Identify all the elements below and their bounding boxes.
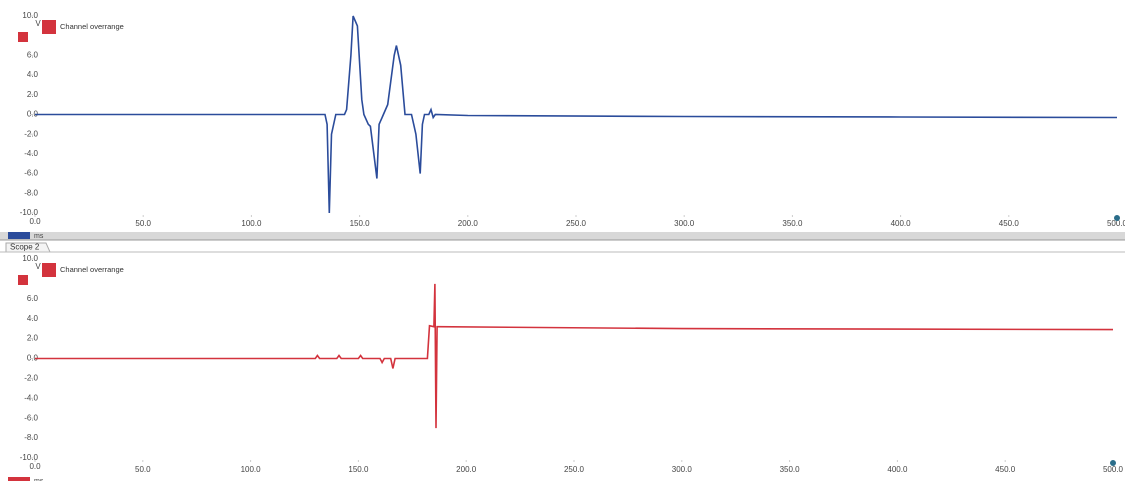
x-tick-label: 450.0: [995, 465, 1016, 474]
y-unit: V: [35, 19, 41, 28]
x-tick-label: 300.0: [674, 219, 695, 228]
end-marker[interactable]: [1114, 215, 1120, 221]
x-tick-label: 200.0: [456, 465, 477, 474]
x-tick-label: 500.0: [1103, 465, 1124, 474]
x-tick-label: 450.0: [999, 219, 1020, 228]
x-tick-label: 350.0: [780, 465, 801, 474]
overrange-icon[interactable]: [42, 263, 56, 277]
x-unit-box: [8, 232, 30, 239]
x-unit-box: [8, 477, 30, 481]
overrange-label: Channel overrange: [60, 22, 124, 31]
warning-icon[interactable]: [18, 275, 28, 285]
y-tick-label: -10.0: [20, 208, 39, 217]
overrange-icon[interactable]: [42, 20, 56, 34]
x-tick-label: 0.0: [29, 217, 41, 226]
x-tick-label: 200.0: [458, 219, 479, 228]
x-tick-label: 0.0: [29, 462, 41, 471]
x-tick-label: 500.0: [1107, 219, 1125, 228]
x-tick-label: 300.0: [672, 465, 693, 474]
x-tick-label: 400.0: [891, 219, 912, 228]
warning-icon[interactable]: [18, 32, 28, 42]
x-tick-label: 350.0: [782, 219, 803, 228]
x-unit: ms: [34, 233, 44, 240]
x-tick-label: 100.0: [241, 465, 262, 474]
end-marker[interactable]: [1110, 460, 1116, 466]
x-tick-label: 250.0: [566, 219, 587, 228]
y-tick-label: -10.0: [20, 453, 39, 462]
signal-trace: [35, 15, 1118, 214]
x-tick-label: 150.0: [348, 465, 369, 474]
x-unit: ms: [34, 478, 44, 481]
x-tick-label: 50.0: [135, 219, 151, 228]
x-tick-label: 400.0: [887, 465, 908, 474]
x-tick-label: 250.0: [564, 465, 585, 474]
tab-title[interactable]: Scope 2: [10, 243, 40, 252]
tab[interactable]: [5, 242, 51, 253]
x-tick-label: 100.0: [241, 219, 262, 228]
y-unit: V: [35, 262, 41, 271]
x-tick-label: 50.0: [135, 465, 151, 474]
signal-trace: [35, 283, 1114, 429]
x-tick-label: 150.0: [350, 219, 371, 228]
overrange-label: Channel overrange: [60, 265, 124, 274]
splitter: [0, 232, 1125, 240]
